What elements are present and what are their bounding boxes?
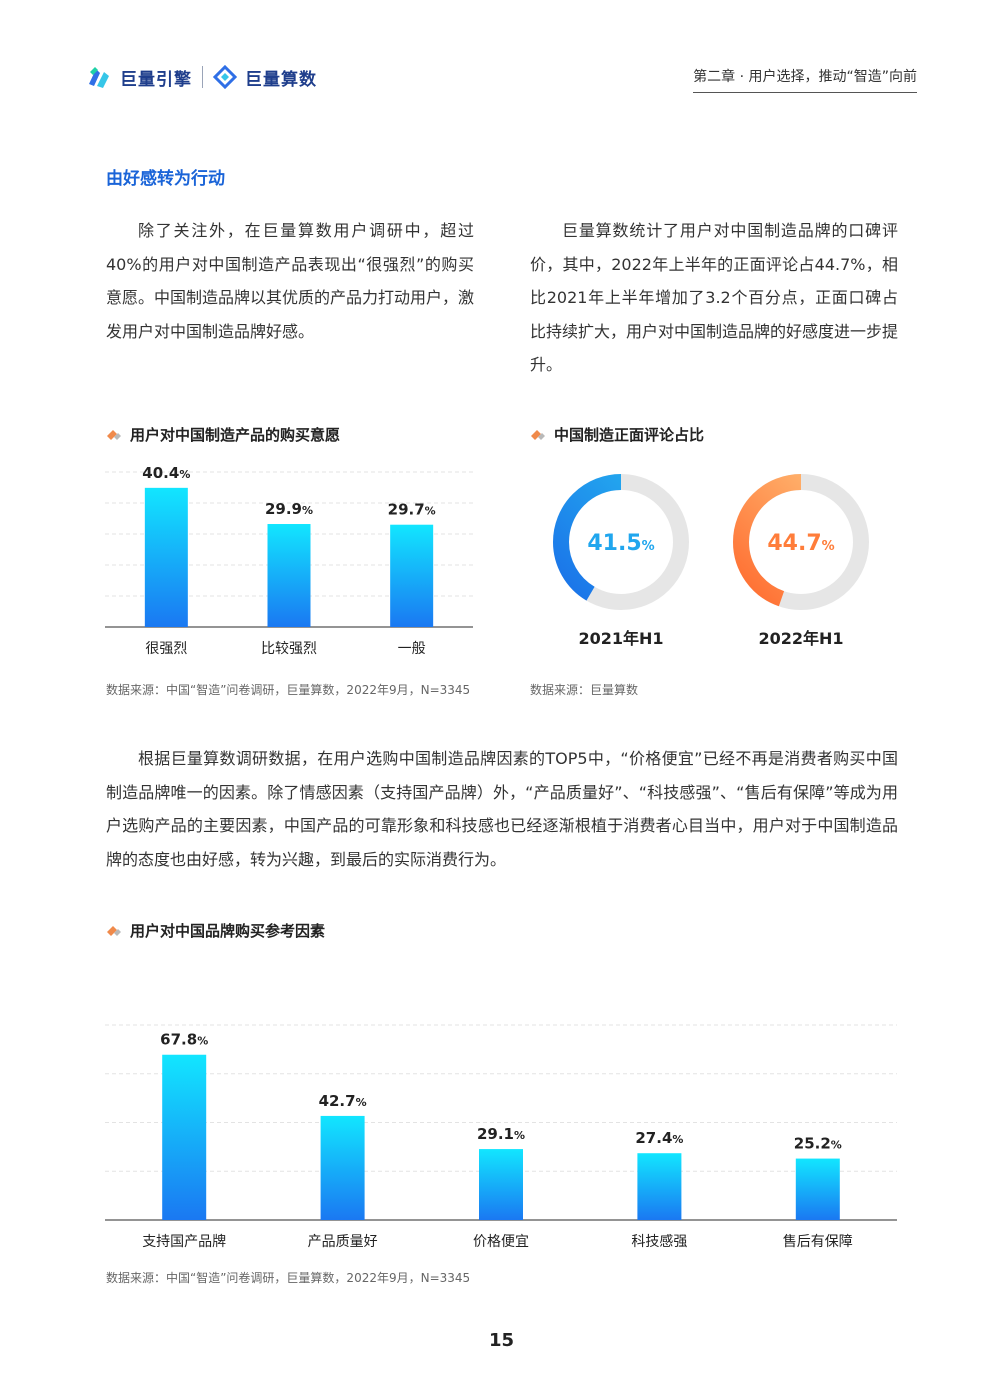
chart-bullet-icon: [107, 429, 121, 440]
bar-支持国产品牌: [162, 1054, 207, 1220]
chart2-donut-charts: 41.5% 2021年H1 44.7% 2022年H1: [553, 474, 869, 648]
category-label: 比较强烈: [261, 641, 317, 657]
page-number: 15: [488, 1330, 515, 1351]
donut-arc-2022年H1: [733, 474, 869, 610]
chart3-bar-chart: 67.8% 支持国产品牌 42.7% 产品质量好 29.1% 价格便宜 27.4% 科技感强 2…: [105, 1024, 897, 1250]
chart2-title-wrap: 中国制造正面评论占比: [530, 424, 704, 445]
chart1-title-wrap: 用户对中国制造产品的购买意愿: [106, 424, 340, 445]
data-label: 29.9%: [265, 500, 313, 518]
paragraph-right: 巨量算数统计了用户对中国制造品牌的口碑评价，其中，2022年上半年的正面评论占4…: [530, 221, 899, 374]
donut-category-label: 2022年H1: [758, 629, 843, 648]
category-label: 价格便宜: [473, 1234, 529, 1250]
chart-bullet-icon: [531, 429, 545, 440]
data-label: 25.2%: [794, 1135, 842, 1153]
bar-价格便宜: [479, 1149, 523, 1220]
chart3-title: 用户对中国品牌购买参考因素: [130, 922, 326, 940]
chart1-bar-chart: 40.4% 很强烈 29.9% 比较强烈 29.7% 一般: [105, 464, 473, 657]
chapter-title: 第二章 · 用户选择，推动“智造”向前: [693, 66, 917, 93]
bar-售后有保障: [795, 1158, 840, 1220]
chart1-source: 数据来源：中国“智造”问卷调研，巨量算数，2022年9月，N=3345: [106, 683, 471, 697]
brand-separator: [202, 66, 203, 88]
brand-right: 巨量算数: [245, 69, 317, 90]
bar-产品质量好: [320, 1115, 365, 1220]
category-label: 产品质量好: [308, 1234, 378, 1250]
chart3-title-wrap: 用户对中国品牌购买参考因素: [106, 920, 325, 941]
chart2-title: 中国制造正面评论占比: [554, 426, 705, 444]
chart-bullet-icon: [107, 925, 121, 936]
category-label: 售后有保障: [783, 1234, 853, 1250]
paragraph-middle: 根据巨量算数调研数据，在用户选购中国制造品牌因素的TOP5中，“价格便宜”已经不…: [106, 749, 898, 869]
category-label: 一般: [398, 641, 426, 657]
category-label: 很强烈: [145, 641, 187, 657]
data-label: 67.8%: [160, 1031, 208, 1049]
donut-value-label: 41.5%: [587, 531, 654, 556]
juliang-suanshu-logo-icon: [213, 65, 237, 89]
category-label: 支持国产品牌: [142, 1233, 226, 1250]
paragraph-left: 除了关注外，在巨量算数用户调研中，超过40%的用户对中国制造产品表现出“很强烈”…: [106, 221, 475, 341]
donut-value-label: 44.7%: [767, 531, 834, 556]
chart2-source: 数据来源：巨量算数: [530, 683, 639, 697]
data-label: 27.4%: [635, 1129, 683, 1147]
bar-很强烈: [144, 487, 188, 627]
donut-category-label: 2021年H1: [578, 629, 663, 648]
data-label: 40.4%: [142, 464, 190, 482]
bar-一般: [390, 524, 434, 627]
category-label: 科技感强: [631, 1233, 687, 1250]
chart1-title: 用户对中国制造产品的购买意愿: [130, 426, 341, 444]
section-title: 由好感转为行动: [106, 169, 225, 189]
juliang-engine-logo-icon: [89, 67, 109, 88]
chart3-source: 数据来源：中国“智造”问卷调研，巨量算数，2022年9月，N=3345: [106, 1271, 471, 1285]
data-label: 42.7%: [319, 1092, 367, 1110]
brand-left: 巨量引擎: [120, 69, 192, 90]
bar-比较强烈: [267, 524, 311, 627]
data-label: 29.1%: [477, 1125, 525, 1143]
header-logos: 巨量引擎 巨量算数: [86, 62, 317, 92]
data-label: 29.7%: [388, 501, 436, 519]
bar-科技感强: [637, 1153, 682, 1220]
donut-arc-2021年H1: [553, 474, 689, 610]
